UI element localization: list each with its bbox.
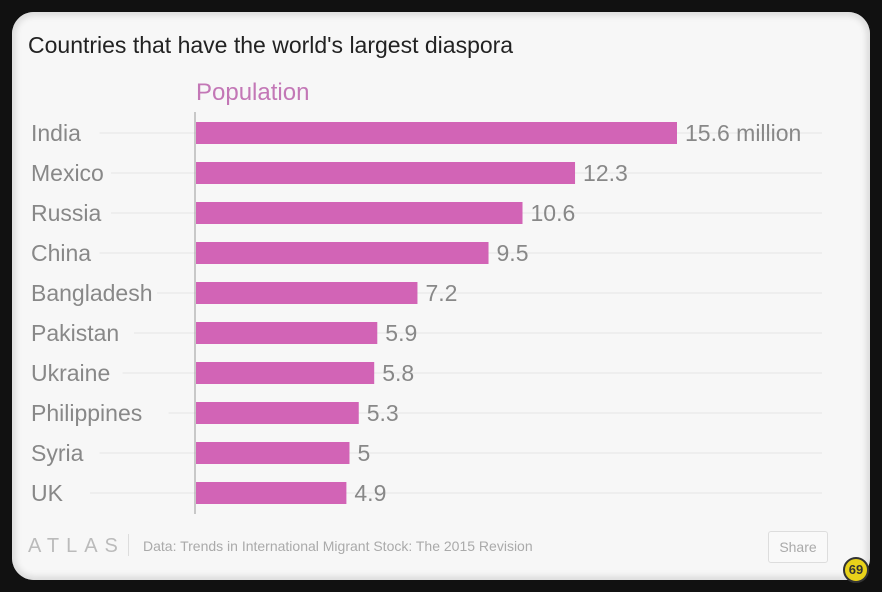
label-background: [31, 199, 111, 227]
series-label: Population: [196, 79, 310, 106]
label-background: [31, 159, 111, 187]
label-background: [31, 479, 65, 507]
category-label: Russia: [31, 200, 102, 226]
data-source[interactable]: Data: Trends in International Migrant St…: [143, 538, 533, 554]
category-label: Pakistan: [31, 320, 119, 346]
bar: [196, 202, 523, 224]
category-label: UK: [31, 480, 64, 506]
label-background: [31, 279, 157, 307]
bar: [196, 162, 576, 184]
atlas-logo[interactable]: ATLAS: [28, 535, 125, 557]
value-label: 10.6: [531, 200, 576, 226]
category-label: China: [31, 240, 91, 266]
bar: [196, 402, 359, 424]
value-label: 15.6 million: [685, 120, 801, 146]
label-background: [31, 319, 134, 347]
label-background: [31, 239, 100, 267]
value-label: 7.2: [425, 280, 457, 306]
category-label: Philippines: [31, 400, 142, 426]
share-button[interactable]: Share: [768, 531, 828, 563]
label-background: [31, 399, 169, 427]
chart-title: Countries that have the world's largest …: [28, 32, 514, 58]
bar: [196, 442, 350, 464]
bar: [196, 362, 375, 384]
category-label: Bangladesh: [31, 280, 153, 306]
value-label: 12.3: [583, 160, 628, 186]
value-label: 5.8: [382, 360, 414, 386]
bar: [196, 482, 347, 504]
category-label: India: [31, 120, 81, 146]
category-label: Mexico: [31, 160, 104, 186]
value-label: 5.3: [367, 400, 399, 426]
category-label: Syria: [31, 440, 84, 466]
value-label: 5: [357, 440, 370, 466]
bar: [196, 322, 378, 344]
bar: [196, 122, 677, 144]
category-label: Ukraine: [31, 360, 110, 386]
value-label: 5.9: [385, 320, 417, 346]
label-background: [31, 439, 100, 467]
label-background: [31, 359, 123, 387]
extension-badge-icon[interactable]: 69: [843, 557, 869, 583]
value-label: 9.5: [497, 240, 529, 266]
bar: [196, 282, 418, 304]
bar: [196, 242, 489, 264]
value-label: 4.9: [354, 480, 386, 506]
label-background: [31, 119, 100, 147]
footer-divider: [128, 534, 129, 556]
